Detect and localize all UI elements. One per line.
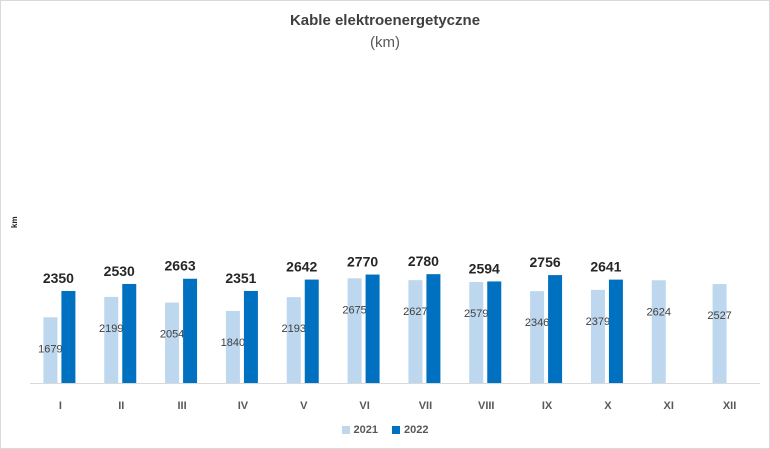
- data-label-2022-II: 2530: [104, 263, 135, 279]
- x-tick-label-I: I: [59, 400, 62, 412]
- bar-2021-III: [165, 302, 180, 383]
- data-label-2021-VIII: 2579: [464, 308, 488, 320]
- data-label-2022-IV: 2351: [225, 270, 256, 286]
- x-tick-label-IX: IX: [542, 400, 553, 412]
- bar-2021-IV: [225, 310, 240, 383]
- bar-2022-VII: [426, 274, 441, 383]
- legend-swatch-2021: [341, 426, 350, 434]
- chart-subtitle: (km): [370, 34, 400, 51]
- x-tick-label-VIII: VIII: [478, 400, 495, 412]
- x-tick-label-III: III: [177, 400, 186, 412]
- legend-item-2021: 2021: [341, 424, 378, 436]
- data-label-2021-VI: 2675: [342, 304, 366, 316]
- bar-2022-I: [61, 291, 76, 383]
- legend-swatch-2022: [392, 426, 400, 434]
- data-label-2021-IV: 1840: [221, 337, 245, 349]
- bar-2022-VIII: [487, 281, 502, 383]
- x-tick-label-XII: XII: [723, 400, 736, 412]
- legend-label-2021: 2021: [353, 424, 378, 436]
- data-label-2022-X: 2641: [590, 259, 621, 275]
- data-label-2022-VII: 2780: [408, 253, 439, 269]
- bar-2022-V: [304, 279, 319, 383]
- chart-title: Kable elektroenergetyczne: [289, 12, 481, 29]
- data-label-2022-VI: 2770: [347, 254, 378, 270]
- legend-label-2022: 2022: [404, 424, 429, 436]
- bar-2022-II: [122, 283, 137, 383]
- data-label-2022-I: 2350: [43, 270, 74, 286]
- bar-2021-VII: [408, 280, 423, 383]
- data-label-2021-III: 2054: [160, 329, 184, 341]
- bar-2021-VI: [347, 278, 362, 383]
- data-label-2021-I: 1679: [38, 343, 62, 355]
- x-tick-label-XI: XI: [664, 400, 674, 412]
- bar-2021-IX: [530, 291, 545, 383]
- bar-2021-VIII: [469, 282, 484, 383]
- x-tick-label-II: II: [118, 400, 124, 412]
- data-label-2022-IX: 2756: [530, 254, 561, 270]
- data-label-2022-VIII: 2594: [469, 260, 500, 276]
- x-tick-label-X: X: [604, 400, 612, 412]
- data-label-2021-XI: 2624: [647, 306, 671, 318]
- bar-2022-X: [608, 279, 623, 383]
- data-label-2021-V: 2193: [282, 323, 306, 335]
- bar-2021-XI: [651, 280, 666, 383]
- bar-2021-II: [104, 296, 119, 383]
- data-label-2021-IX: 2346: [525, 317, 549, 329]
- bar-2022-VI: [365, 274, 380, 383]
- bar-2021-XII: [712, 284, 727, 383]
- data-label-2022-V: 2642: [286, 259, 317, 275]
- legend-item-2022: 2022: [392, 424, 428, 436]
- x-tick-label-IV: IV: [238, 400, 249, 412]
- x-tick-label-VII: VII: [419, 400, 432, 412]
- legend: 2021 2022: [0, 424, 770, 436]
- data-label-2021-VII: 2627: [403, 306, 427, 318]
- x-tick-label-VI: VI: [359, 400, 369, 412]
- data-label-2021-X: 2379: [586, 316, 610, 328]
- data-label-2021-XII: 2527: [707, 310, 731, 322]
- bar-2022-IX: [548, 275, 563, 383]
- bar-2022-III: [183, 278, 198, 383]
- data-label-2021-II: 2199: [99, 323, 123, 335]
- bar-2022-IV: [243, 290, 258, 383]
- bar-2021-I: [43, 317, 58, 383]
- bar-2021-X: [590, 289, 605, 383]
- x-tick-label-V: V: [300, 400, 308, 412]
- data-label-2022-III: 2663: [165, 258, 196, 274]
- bar-2021-V: [286, 297, 301, 383]
